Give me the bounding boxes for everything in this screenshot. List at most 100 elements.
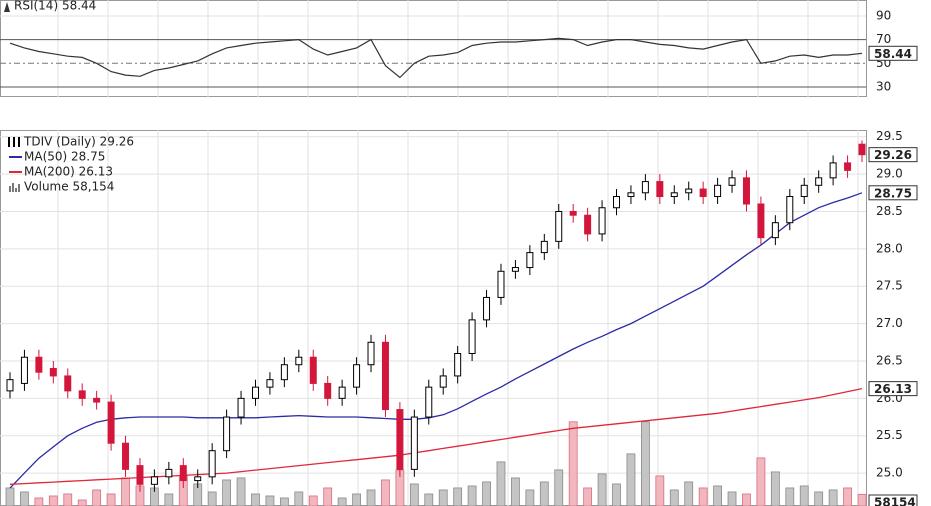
candle-body: [295, 356, 303, 366]
candle-body: [757, 203, 765, 239]
volume-bar: [222, 479, 232, 506]
candle-body: [829, 162, 837, 179]
candle-body: [685, 188, 693, 194]
candle-body: [35, 356, 43, 373]
candle-body: [728, 177, 736, 186]
y-tick-label: 25.0: [876, 466, 903, 480]
value-box-label: 58.44: [874, 47, 912, 61]
candle-body: [699, 188, 707, 198]
legend-label: Volume 58,154: [24, 180, 114, 194]
volume-bar: [496, 461, 506, 506]
candle-body: [396, 409, 404, 470]
volume-bar: [756, 457, 766, 506]
y-tick-label: 26.5: [876, 353, 903, 367]
legend-title: TDIV (Daily) 29.26: [23, 135, 134, 149]
volume-bar: [409, 483, 419, 506]
legend-label: MA(50) 28.75: [24, 150, 105, 164]
candle-body: [309, 356, 317, 384]
volume-bar: [5, 487, 15, 506]
y-tick-label: 25.5: [876, 428, 903, 442]
candle-body: [179, 465, 187, 482]
candle-body: [454, 353, 462, 377]
volume-bar: [684, 481, 694, 506]
value-box: [868, 45, 918, 61]
volume-bar: [323, 487, 333, 506]
candle-body: [324, 382, 332, 399]
candle-body: [78, 390, 86, 399]
volume-bar: [366, 489, 376, 506]
candle-body: [613, 196, 621, 209]
candle-body: [237, 397, 245, 418]
legend-icon: [8, 137, 20, 147]
value-box: [868, 494, 918, 506]
value-box-label: 29.26: [874, 148, 912, 162]
volume-bar: [713, 485, 722, 506]
candle-body: [786, 196, 794, 224]
volume-bar: [164, 493, 174, 506]
volume-bar: [34, 497, 44, 506]
volume-bar: [265, 495, 275, 506]
candle-body: [150, 476, 158, 485]
candle-body: [656, 181, 664, 198]
volume-bar: [438, 489, 448, 506]
candle-body: [540, 240, 548, 254]
volume-bar: [857, 493, 867, 506]
volume-bar: [381, 479, 390, 506]
candle-body: [497, 270, 505, 298]
candle-body: [815, 177, 823, 186]
volume-bar: [640, 421, 650, 506]
volume-bar: [63, 493, 73, 506]
legend-icon: [9, 183, 20, 192]
candle-body: [800, 184, 808, 198]
candle-body: [49, 367, 57, 377]
candle-body: [165, 468, 173, 478]
volume-bar: [294, 491, 304, 506]
candle-body: [367, 341, 375, 366]
legend-icon: [4, 2, 10, 12]
volume-bar: [279, 497, 289, 506]
y-tick-label: 29.5: [876, 129, 903, 143]
panel: [0, 130, 867, 506]
panel: [0, 0, 867, 97]
y-tick-label: 28.5: [876, 204, 903, 218]
rsi-line: [9, 37, 863, 79]
candle-body: [511, 267, 519, 272]
y-tick-label: 28.0: [876, 241, 903, 255]
value-box: [868, 185, 918, 201]
legend-label: RSI(14) 58.44: [14, 0, 96, 13]
volume-bar: [828, 489, 838, 506]
candle-body: [136, 465, 144, 485]
volume-bar: [121, 477, 130, 506]
volume-bar: [626, 453, 636, 506]
volume-bar: [92, 489, 102, 506]
y-tick-label: 30: [876, 79, 891, 93]
volume-bar: [669, 489, 679, 506]
volume-bar: [799, 485, 809, 506]
candle-body: [381, 341, 389, 411]
candle-body: [584, 214, 592, 235]
volume-bar: [742, 493, 751, 506]
candle-body: [223, 416, 231, 452]
y-tick-label: 29.0: [876, 167, 903, 181]
candle-body: [208, 450, 216, 478]
volume-bar: [207, 491, 217, 506]
volume-bar: [597, 473, 607, 506]
volume-bar: [785, 487, 795, 506]
value-box-label: 26.13: [874, 382, 912, 396]
legend-label: MA(200) 26.13: [24, 165, 113, 179]
volume-bar: [511, 477, 520, 506]
candle-body: [439, 375, 447, 388]
candle-body: [670, 192, 678, 198]
volume-bar: [770, 471, 780, 506]
volume-bar: [308, 495, 318, 506]
candle-body: [598, 207, 606, 235]
volume-bar: [424, 493, 434, 506]
volume-bar: [655, 475, 665, 506]
value-box: [868, 381, 918, 397]
volume-bar: [20, 491, 29, 506]
candle-body: [526, 252, 534, 269]
y-tick-label: 70: [876, 32, 891, 46]
volume-bar: [467, 485, 477, 506]
volume-bar: [525, 489, 535, 506]
